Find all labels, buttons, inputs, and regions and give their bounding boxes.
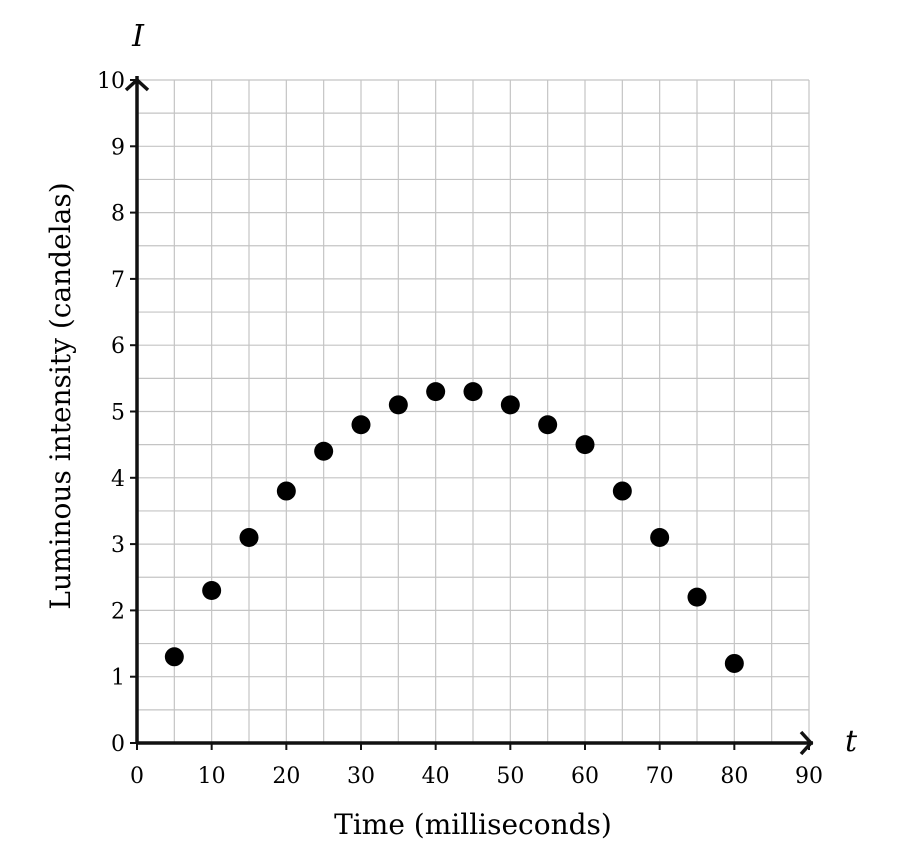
data-point [612,481,632,501]
axes [124,76,814,756]
x-tick-label: 60 [571,764,599,789]
x-axis-title: Time (milliseconds) [334,808,612,841]
data-point [463,382,483,402]
x-tick-label: 40 [422,764,450,789]
y-axis-title: Luminous intensity (candelas) [44,182,77,609]
data-point [724,653,744,673]
data-point [276,481,296,501]
x-tick-label: 80 [720,764,748,789]
y-tick-label: 0 [111,732,125,757]
data-points [164,382,744,673]
data-point [314,441,334,461]
y-tick-label: 7 [111,268,125,293]
x-tick-label: 10 [198,764,226,789]
data-point [500,395,520,415]
data-point [687,587,707,607]
data-point [575,435,595,455]
y-tick-label: 1 [111,666,125,691]
data-point [239,527,259,547]
y-tick-label: 4 [111,467,125,492]
y-tick-label: 10 [97,69,125,94]
data-point [538,415,558,435]
data-point [426,382,446,402]
x-tick-label: 30 [347,764,375,789]
data-point [164,647,184,667]
x-tick-label: 70 [646,764,674,789]
y-axis-variable: I [131,19,145,54]
x-tick-label: 0 [130,764,144,789]
x-axis-variable: t [845,724,858,759]
tick-labels: 0 10 20 30 40 50 60 70 80 90 0 1 2 3 4 5 6 7 8 9 10 [97,69,823,789]
y-tick-label: 2 [111,599,125,624]
grid [136,79,810,744]
y-tick-label: 9 [111,135,125,160]
y-tick-label: 6 [111,334,125,359]
data-point [202,581,222,601]
data-point [650,527,670,547]
x-tick-label: 50 [496,764,524,789]
x-axis-arrow [799,730,814,756]
y-tick-label: 8 [111,202,125,227]
y-tick-label: 5 [111,401,125,426]
data-point [351,415,371,435]
tick-marks [130,79,810,750]
data-point [388,395,408,415]
y-tick-label: 3 [111,533,125,558]
x-tick-label: 90 [795,764,823,789]
x-tick-label: 20 [272,764,300,789]
